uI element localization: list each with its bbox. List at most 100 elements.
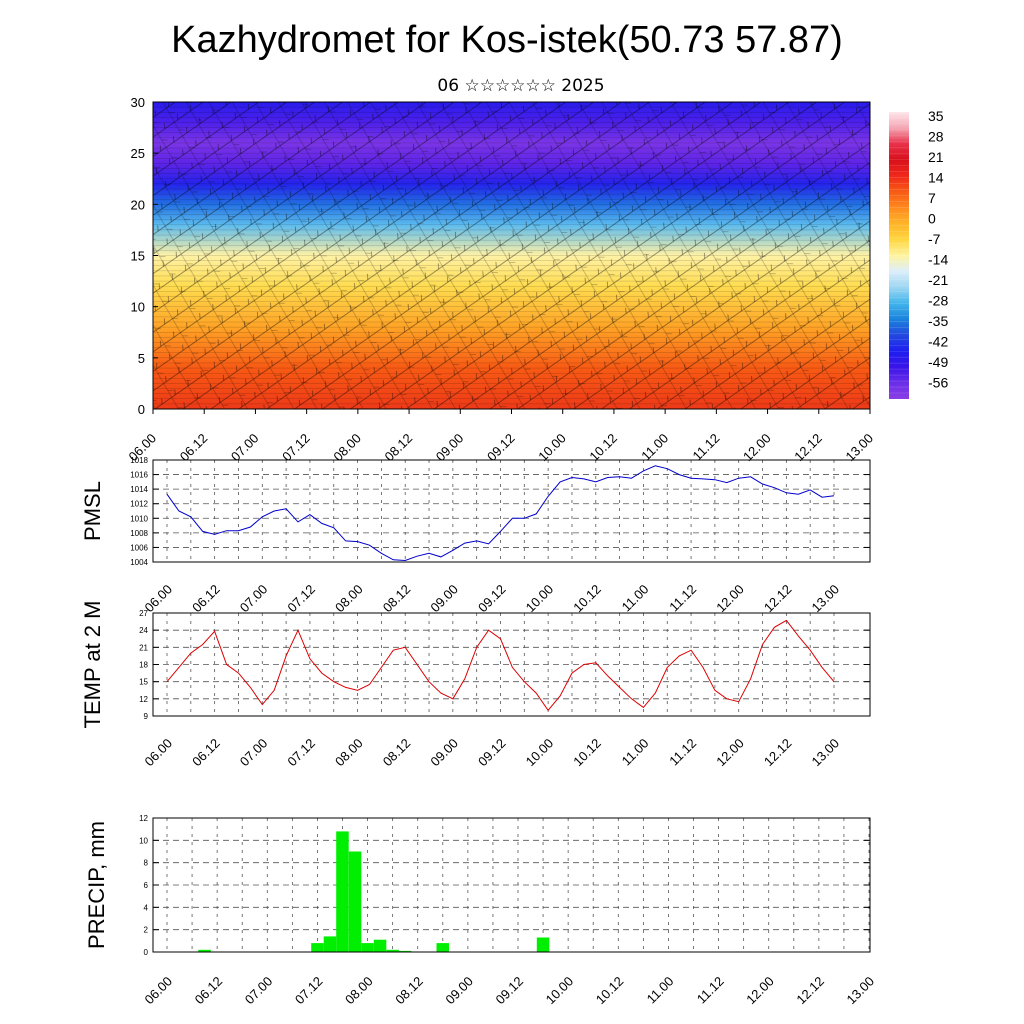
precip-bar [311, 943, 324, 952]
precip-bar [536, 937, 550, 952]
x-tick-label: 06.12 [177, 431, 211, 465]
x-tick-label: 08.12 [392, 974, 426, 1008]
colorbar: 35 28 21 14 7 0 -7 -14 -21 -28 -35 -42 -49 -56 [889, 108, 948, 399]
y-axis-label: PMSL [80, 481, 105, 541]
x-tick-label: 08.00 [332, 582, 366, 616]
temp-panel: 9 12 15 18 21 24 27 06.00 06.12 07.00 07.12 08.00 08… [80, 601, 871, 770]
colorbar-label: -35 [928, 313, 948, 329]
colorbar-label: 21 [928, 149, 944, 165]
x-tick-label: 06.12 [189, 582, 223, 616]
x-tick-label: 07.12 [292, 974, 326, 1008]
x-tick-label: 12.00 [743, 974, 777, 1008]
x-tick-label: 10.00 [523, 582, 557, 616]
x-tick-label: 11.00 [638, 431, 671, 464]
x-tick-label: 12.00 [740, 431, 774, 465]
y-tick-label: 0 [138, 402, 145, 417]
colorbar-label: 7 [928, 190, 936, 206]
x-tick-label: 10.12 [586, 431, 620, 465]
x-tick-label: 12.12 [761, 736, 795, 770]
x-tick-label: 09.00 [427, 736, 461, 770]
x-tick-label: 08.12 [380, 582, 414, 616]
y-tick-label: 4 [144, 903, 149, 912]
x-tick-label: 11.00 [619, 736, 652, 769]
colorbar-label: 28 [928, 129, 944, 145]
x-tick-label: 08.00 [342, 974, 376, 1008]
y-tick-label: 10 [139, 836, 148, 845]
x-tick-label: 07.12 [284, 736, 318, 770]
x-tick-label: 09.12 [484, 431, 518, 465]
y-tick-label: 1006 [130, 543, 148, 552]
y-tick-label: 1014 [130, 485, 148, 494]
x-tick-label: 10.00 [535, 431, 569, 465]
x-tick-label: 13.00 [843, 431, 877, 465]
x-tick-label: 11.12 [666, 582, 699, 615]
y-axis-label: PRECIP, mm [84, 821, 109, 949]
y-tick-label: 12 [139, 695, 148, 704]
x-tick-label: 06.00 [142, 974, 176, 1008]
precip-bar [373, 939, 387, 952]
series-line [166, 465, 835, 562]
colorbar-label: -56 [928, 375, 948, 391]
x-tick-label: 11.12 [666, 736, 699, 769]
y-tick-label: 27 [139, 609, 148, 618]
x-tick-label: 12.12 [793, 974, 827, 1008]
colorbar-label: -14 [928, 252, 948, 268]
x-tick-label: 11.00 [619, 582, 652, 615]
precip-bar [198, 949, 211, 952]
precip-panel: 0 2 4 6 8 10 12 06.00 06.12 07.00 07.12 08.00 08.12 0… [84, 814, 877, 1007]
colorbar-label: -42 [928, 334, 948, 350]
x-tick-label: 09.12 [475, 582, 509, 616]
precip-bar [323, 936, 337, 952]
x-tick-label: 13.00 [844, 974, 878, 1008]
y-tick-label: 25 [131, 146, 145, 161]
y-tick-label: 20 [131, 197, 145, 212]
precip-bar [398, 950, 412, 952]
x-tick-label: 09.12 [475, 736, 509, 770]
y-tick-label: 15 [131, 249, 145, 264]
y-tick-label: 9 [144, 712, 149, 721]
x-tick-label: 08.12 [382, 431, 416, 465]
y-tick-label: 1018 [130, 456, 148, 465]
x-tick-label: 10.00 [523, 736, 557, 770]
x-tick-label: 08.00 [332, 736, 366, 770]
y-tick-label: 1010 [130, 514, 148, 523]
x-tick-label: 11.12 [690, 431, 723, 464]
x-tick-label: 09.00 [427, 582, 461, 616]
colorbar-label: -49 [928, 354, 948, 370]
y-tick-label: 18 [139, 661, 148, 670]
y-tick-label: 8 [144, 859, 149, 868]
plot-frame [152, 817, 871, 953]
x-tick-label: 09.00 [433, 431, 467, 465]
y-tick-label: 24 [139, 626, 148, 635]
precip-bar [361, 943, 374, 952]
plot-frame [152, 612, 871, 717]
x-tick-label: 06.12 [192, 974, 226, 1008]
y-tick-label: 12 [139, 814, 148, 823]
x-tick-label: 10.12 [570, 582, 604, 616]
y-tick-label: 1012 [130, 500, 148, 509]
x-tick-label: 06.00 [142, 736, 176, 770]
y-tick-label: 21 [139, 643, 148, 652]
x-tick-label: 13.00 [809, 736, 843, 770]
x-tick-label: 12.00 [713, 582, 747, 616]
x-tick-label: 07.00 [242, 974, 276, 1008]
colorbar-label: 0 [928, 211, 936, 227]
x-tick-label: 06.12 [189, 736, 223, 770]
x-tick-label: 07.00 [237, 582, 271, 616]
y-tick-label: 1008 [130, 529, 148, 538]
precip-bar [336, 831, 349, 952]
y-tick-label: 5 [138, 351, 145, 366]
x-tick-label: 08.00 [330, 431, 364, 465]
x-tick-label: 07.12 [284, 582, 318, 616]
x-tick-label: 10.12 [570, 736, 604, 770]
y-axis-label: TEMP at 2 M [80, 601, 105, 729]
colorbar-label: -7 [928, 231, 941, 247]
colorbar-fill [889, 112, 909, 399]
plot-frame [152, 459, 871, 563]
wind-barbs-secondary [153, 102, 870, 409]
x-tick-label: 13.00 [809, 582, 843, 616]
y-tick-label: 2 [144, 926, 149, 935]
x-tick-label: 08.12 [380, 736, 414, 770]
